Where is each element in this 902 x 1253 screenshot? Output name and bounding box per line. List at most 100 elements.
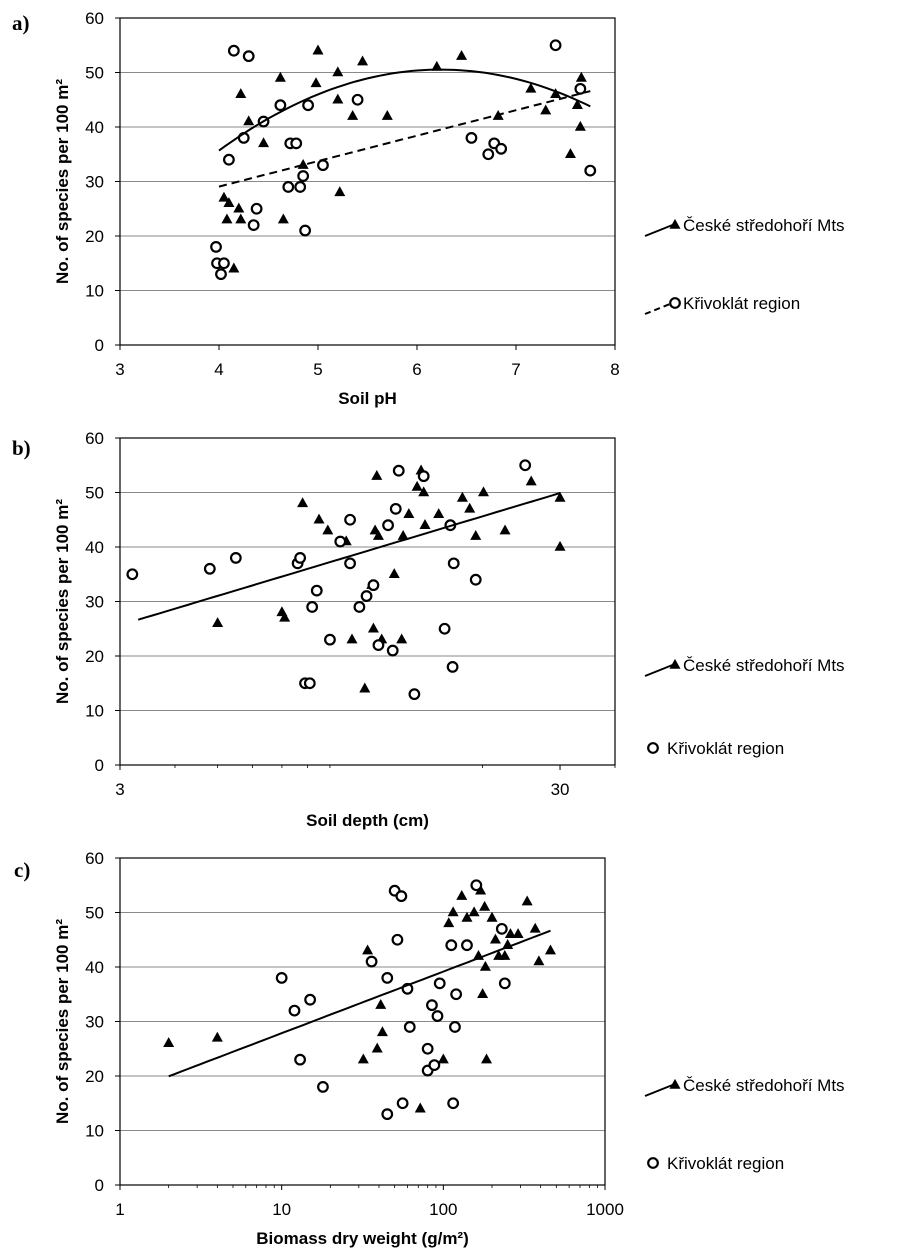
legend-entry: České středohoří Mts (644, 216, 845, 237)
legend-label: České středohoří Mts (683, 1076, 845, 1095)
data-point-triangle (575, 71, 587, 82)
legend-marker-circle (669, 297, 681, 309)
data-point-triangle (443, 917, 455, 928)
data-point-circle (275, 972, 288, 984)
data-point-circle (360, 590, 373, 602)
legend-marker-circle (647, 742, 659, 754)
data-point-triangle (334, 186, 346, 197)
data-point-triangle (228, 262, 240, 273)
data-point-triangle (512, 928, 524, 939)
data-point-triangle (477, 486, 489, 497)
x-tick-label: 5 (313, 360, 322, 379)
panel-label: a) (12, 11, 30, 35)
data-point-circle (470, 879, 483, 892)
series-ceske-stredohori (218, 44, 587, 273)
data-point-triangle (554, 540, 566, 551)
trend-line-dashed (218, 90, 591, 188)
legend-label: České středohoří Mts (683, 216, 845, 235)
data-point-triangle (258, 137, 270, 148)
data-point-triangle (571, 99, 583, 109)
data-point-triangle (525, 475, 537, 486)
legend-entry: Křivoklát region (647, 739, 784, 758)
data-point-triangle (418, 486, 430, 497)
data-point-triangle (468, 906, 480, 917)
data-point-triangle (456, 491, 468, 502)
panel-1: a) 0 10 20 30 40 50 60 3 4 5 6 7 8 Soil pH No. of speci… (12, 9, 845, 408)
y-axis-title: No. of species per 100 m² (53, 79, 72, 284)
data-point-circle (229, 552, 242, 564)
series-krivoklat (210, 39, 597, 281)
data-point-triangle (371, 470, 383, 480)
data-point-circle (461, 939, 473, 952)
data-point-triangle (479, 960, 491, 971)
y-tick-label: 30 (85, 1013, 104, 1032)
legend-marker-triangle (669, 658, 681, 669)
data-point-triangle (403, 508, 415, 519)
data-point-circle (306, 601, 319, 613)
data-point-triangle (554, 491, 566, 502)
data-point-circle (391, 933, 404, 946)
data-point-circle (446, 661, 459, 673)
data-point-circle (431, 1010, 444, 1022)
y-tick-label: 40 (85, 538, 104, 557)
legend-label: Křivoklát region (683, 294, 800, 313)
x-tick-label: 7 (511, 360, 520, 379)
x-tick-label: 30 (551, 780, 570, 799)
data-point-triangle (499, 949, 511, 960)
data-point-circle (317, 159, 329, 172)
data-point-circle (288, 1004, 301, 1017)
x-tick-label: 100 (429, 1200, 457, 1219)
data-point-triangle (163, 1037, 175, 1048)
data-point-triangle (419, 519, 431, 529)
data-point-circle (396, 1097, 409, 1110)
data-point-circle (299, 224, 312, 237)
x-axis-title: Biomass dry weight (g/m²) (256, 1229, 469, 1248)
data-point-triangle (357, 1053, 369, 1064)
data-point-triangle (525, 82, 537, 93)
data-point-triangle (499, 524, 511, 535)
y-tick-label: 20 (85, 1067, 104, 1086)
data-point-triangle (357, 55, 369, 66)
data-point-triangle (544, 944, 556, 955)
y-tick-label: 10 (85, 1122, 104, 1141)
data-point-circle (403, 1021, 416, 1033)
data-point-circle (344, 513, 356, 526)
data-point-triangle (481, 1053, 493, 1064)
data-point-triangle (504, 928, 516, 939)
legend-entry: České středohoří Mts (644, 1076, 845, 1097)
data-point-triangle (456, 50, 468, 60)
data-point-circle (303, 677, 316, 690)
panel-label: b) (12, 436, 31, 460)
data-point-circle (495, 922, 508, 935)
data-point-triangle (332, 93, 344, 104)
data-point-triangle (277, 213, 289, 224)
data-point-circle (290, 137, 303, 150)
legend-label: České středohoří Mts (683, 656, 845, 675)
data-point-triangle (367, 622, 379, 633)
legend-label: Křivoklát region (667, 739, 784, 758)
x-tick-label: 1000 (586, 1200, 624, 1219)
panel-3: c) 0 10 20 30 40 50 60 1 10 100 1000 Biomass dry wei… (14, 849, 845, 1248)
data-point-triangle (233, 202, 245, 213)
panel-2: b) 0 10 20 30 40 50 60 3 30 Soil depth (cm) No. of … (12, 429, 845, 830)
data-point-circle (294, 1053, 306, 1066)
data-point-triangle (211, 1031, 223, 1042)
data-point-triangle (235, 88, 247, 99)
x-tick-label: 3 (115, 360, 124, 379)
series-ceske-stredohori (163, 884, 556, 1113)
y-tick-label: 0 (95, 336, 104, 355)
data-point-triangle (540, 104, 552, 115)
data-point-circle (126, 568, 139, 581)
data-point-triangle (486, 911, 498, 922)
data-point-circle (302, 99, 315, 112)
data-point-triangle (431, 60, 443, 71)
data-point-triangle (218, 191, 230, 202)
y-tick-label: 50 (85, 904, 104, 923)
data-point-circle (433, 977, 446, 990)
data-point-triangle (347, 109, 359, 120)
data-point-triangle (297, 497, 309, 508)
data-point-triangle (396, 633, 408, 644)
data-point-triangle (372, 529, 384, 540)
data-point-triangle (297, 159, 309, 169)
x-axis-title: Soil pH (338, 389, 397, 408)
